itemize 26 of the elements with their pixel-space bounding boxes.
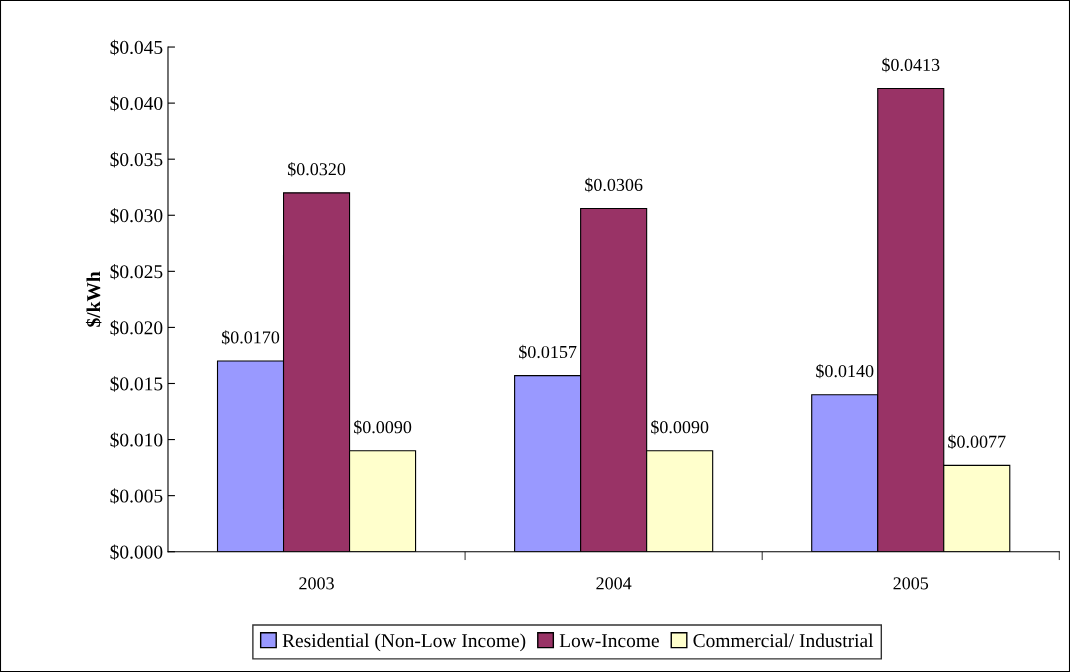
data-label: $0.0090 bbox=[354, 419, 412, 435]
y-tick-label: $0.045 bbox=[110, 39, 163, 56]
data-label: $0.0306 bbox=[585, 177, 643, 193]
y-tick-label: $0.030 bbox=[110, 207, 163, 224]
data-label: $0.0140 bbox=[816, 363, 874, 379]
y-tick-label: $0.000 bbox=[110, 544, 163, 560]
x-tick-label: 2003 bbox=[299, 577, 334, 590]
y-axis-title: $/kWh bbox=[85, 271, 102, 327]
data-label: $0.0157 bbox=[519, 344, 577, 360]
legend-label: Residential (Non-Low Income) bbox=[282, 633, 526, 652]
legend-label: Low-Income bbox=[559, 634, 659, 648]
x-tick-label: 2005 bbox=[893, 577, 929, 590]
x-tick-label: 2004 bbox=[596, 577, 632, 590]
data-label: $0.0077 bbox=[948, 434, 1006, 449]
y-tick-label: $0.010 bbox=[110, 432, 163, 448]
y-tick-label: $0.015 bbox=[110, 376, 163, 392]
data-label: $0.0320 bbox=[287, 162, 346, 177]
y-tick-label: $0.040 bbox=[110, 95, 163, 112]
y-tick-label: $0.025 bbox=[110, 264, 163, 280]
data-label: $0.0413 bbox=[882, 57, 940, 73]
data-label: $0.0090 bbox=[651, 419, 709, 435]
legend-label: Commercial/ Industrial bbox=[693, 633, 874, 648]
data-label: $0.0170 bbox=[221, 330, 280, 345]
y-tick-label: $0.020 bbox=[110, 320, 163, 336]
y-tick-label: $0.005 bbox=[110, 488, 163, 504]
y-tick-label: $0.035 bbox=[110, 151, 163, 168]
